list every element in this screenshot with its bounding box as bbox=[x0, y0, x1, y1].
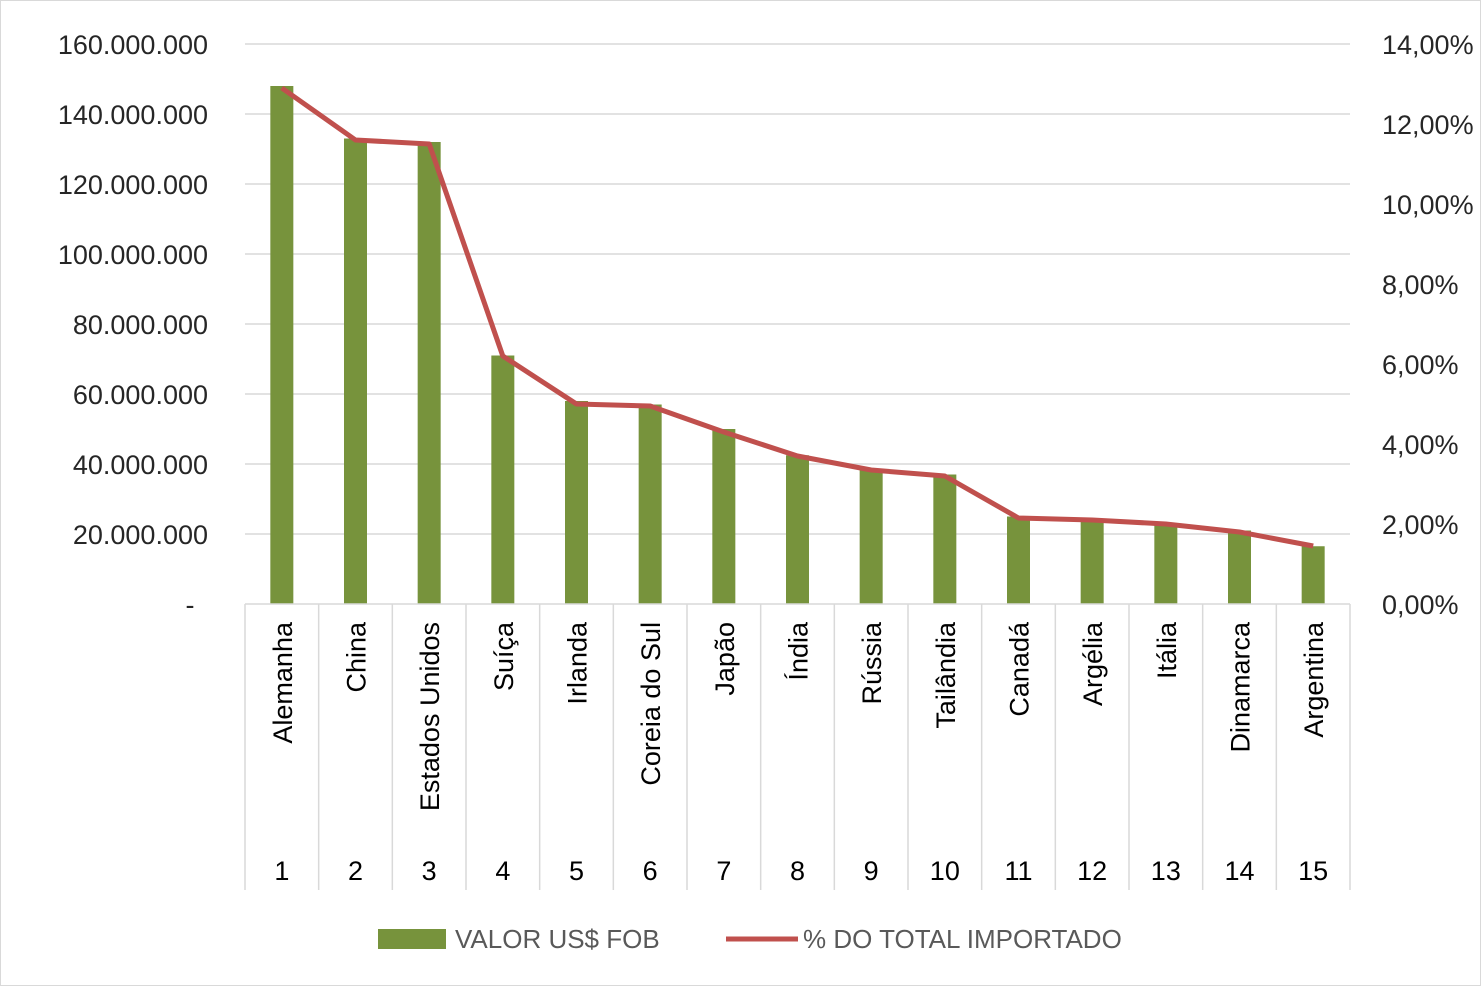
rank-label: 3 bbox=[422, 856, 437, 886]
bar bbox=[270, 86, 294, 604]
right-tick-label: 12,00% bbox=[1382, 110, 1474, 140]
right-tick-label: 8,00% bbox=[1382, 270, 1459, 300]
legend: VALOR US$ FOB % DO TOTAL IMPORTADO bbox=[378, 924, 1122, 954]
country-label: China bbox=[342, 621, 372, 693]
rank-label: 9 bbox=[864, 856, 879, 886]
left-tick-label: 120.000.000 bbox=[58, 170, 208, 200]
rank-label: 8 bbox=[790, 856, 805, 886]
left-tick-label: 100.000.000 bbox=[58, 240, 208, 270]
legend-bar-swatch bbox=[378, 929, 446, 949]
rank-label: 7 bbox=[716, 856, 731, 886]
left-tick-label: - bbox=[186, 590, 195, 620]
right-tick-label: 14,00% bbox=[1382, 30, 1474, 60]
rank-label: 13 bbox=[1151, 856, 1181, 886]
category-axis: Alemanha China Estados Unidos Suíça Irlanda C… bbox=[244, 603, 1351, 890]
bar bbox=[1007, 516, 1030, 604]
rank-label: 5 bbox=[569, 856, 584, 886]
rank-label: 11 bbox=[1004, 856, 1032, 886]
left-tick-label: 60.000.000 bbox=[73, 380, 208, 410]
bar bbox=[565, 401, 588, 604]
country-label: Dinamarca bbox=[1226, 621, 1256, 753]
bar bbox=[859, 469, 883, 604]
right-tick-label: 2,00% bbox=[1382, 510, 1459, 540]
country-label: Argélia bbox=[1078, 621, 1108, 706]
left-tick-label: 140.000.000 bbox=[58, 100, 208, 130]
legend-line-label: % DO TOTAL IMPORTADO bbox=[803, 924, 1122, 954]
left-axis: - 20.000.000 40.000.000 60.000.000 80.000.00… bbox=[58, 30, 208, 620]
bar bbox=[1228, 530, 1251, 604]
left-tick-label: 80.000.000 bbox=[73, 310, 208, 340]
bar bbox=[1154, 523, 1178, 604]
left-tick-label: 40.000.000 bbox=[73, 450, 208, 480]
country-label: Irlanda bbox=[563, 621, 593, 705]
rank-label: 10 bbox=[930, 856, 960, 886]
rank-label: 12 bbox=[1077, 856, 1107, 886]
right-tick-label: 6,00% bbox=[1382, 350, 1459, 380]
country-label: Coreia do Sul bbox=[636, 622, 666, 786]
bar bbox=[712, 429, 736, 604]
bar bbox=[344, 138, 367, 604]
right-tick-label: 4,00% bbox=[1382, 430, 1459, 460]
country-label: Estados Unidos bbox=[415, 622, 445, 811]
rank-label: 2 bbox=[348, 856, 363, 886]
bar bbox=[933, 474, 957, 604]
right-axis: 0,00% 2,00% 4,00% 6,00% 8,00% 10,00% 12,00% 14,… bbox=[1382, 30, 1474, 620]
country-label: Suíça bbox=[489, 621, 519, 691]
rank-label: 4 bbox=[495, 856, 510, 886]
rank-label: 14 bbox=[1224, 856, 1254, 886]
left-tick-label: 160.000.000 bbox=[58, 30, 208, 60]
bar bbox=[491, 355, 515, 604]
country-label: Tailândia bbox=[931, 621, 961, 729]
right-tick-label: 0,00% bbox=[1382, 590, 1459, 620]
country-label: Japão bbox=[710, 622, 740, 696]
bar bbox=[638, 404, 662, 604]
bar-series bbox=[270, 86, 1325, 604]
country-label: Rússia bbox=[857, 621, 887, 705]
country-label: Argentina bbox=[1299, 621, 1329, 738]
bar bbox=[417, 142, 441, 604]
left-tick-label: 20.000.000 bbox=[73, 520, 208, 550]
rank-label: 1 bbox=[274, 856, 289, 886]
country-label: Itália bbox=[1152, 621, 1182, 679]
bar bbox=[1301, 546, 1325, 604]
country-label: Índia bbox=[784, 621, 814, 681]
country-label: Alemanha bbox=[268, 621, 298, 744]
line-path bbox=[280, 85, 1314, 549]
bar bbox=[786, 455, 809, 604]
rank-label: 6 bbox=[643, 856, 658, 886]
right-tick-label: 10,00% bbox=[1382, 190, 1474, 220]
line-series bbox=[280, 85, 1314, 549]
country-label: Canadá bbox=[1005, 621, 1035, 717]
bar bbox=[1080, 520, 1104, 604]
rank-label: 15 bbox=[1298, 856, 1328, 886]
legend-bar-label: VALOR US$ FOB bbox=[455, 924, 660, 954]
